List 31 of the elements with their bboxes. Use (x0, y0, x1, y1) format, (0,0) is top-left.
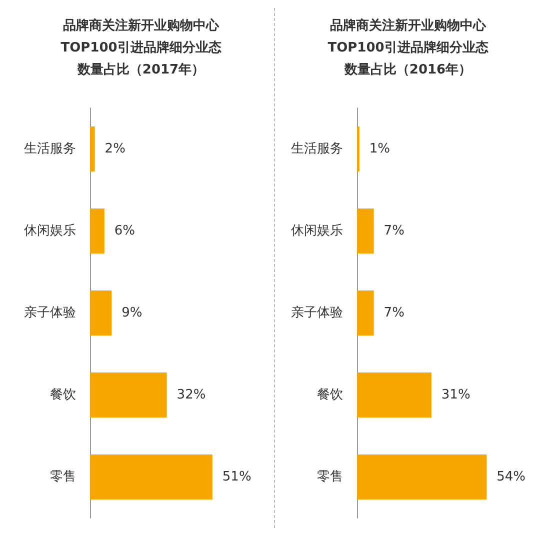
y-tick-label: 零售 (317, 470, 343, 484)
data-label: 2% (104, 142, 126, 156)
data-label: 6% (114, 224, 136, 238)
data-label: 31% (441, 388, 470, 402)
data-label: 51% (222, 470, 252, 484)
y-tick-label: 餐饮 (50, 388, 76, 402)
data-label: 7% (384, 224, 404, 238)
bar (90, 208, 104, 254)
bar (90, 290, 112, 336)
y-tick-label: 生活服务 (291, 142, 343, 156)
y-tick-label: 餐饮 (317, 388, 343, 402)
bar (357, 290, 374, 336)
y-tick-label: 零售 (50, 470, 76, 484)
bar (357, 208, 374, 254)
y-tick-label: 休闲娱乐 (24, 224, 76, 238)
bar (90, 126, 95, 172)
data-label: 7% (384, 306, 404, 320)
y-tick-label: 亲子体验 (24, 306, 76, 320)
y-tick-label: 休闲娱乐 (291, 224, 343, 238)
bar (357, 454, 487, 500)
data-label: 32% (176, 388, 206, 402)
chart-title: 品牌商关注新开业购物中心TOP100引进品牌细分业态数量占比（2016年） (328, 18, 490, 78)
data-label: 54% (496, 470, 526, 484)
data-label: 9% (122, 306, 142, 320)
bar (357, 372, 432, 418)
y-tick-label: 亲子体验 (291, 306, 343, 320)
bar (90, 454, 212, 500)
data-label: 1% (369, 142, 390, 156)
bar (90, 372, 167, 418)
y-tick-label: 生活服务 (24, 142, 76, 156)
chart-title: 品牌商关注新开业购物中心TOP100引进品牌细分业态数量占比（2017年） (60, 18, 222, 78)
